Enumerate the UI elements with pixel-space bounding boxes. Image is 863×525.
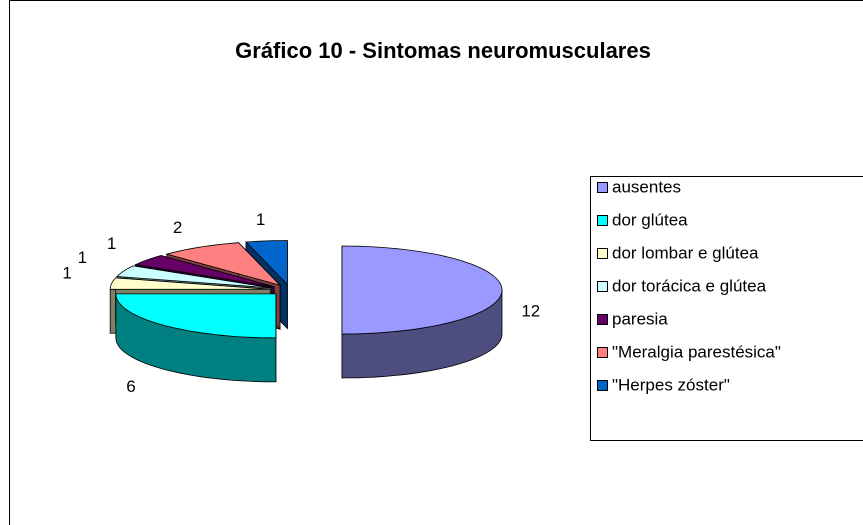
legend-swatch (597, 182, 608, 193)
data-label: 6 (126, 377, 135, 396)
slice (165, 242, 282, 287)
slice (245, 240, 288, 286)
slice (115, 293, 277, 339)
data-label: 12 (521, 301, 540, 320)
data-label: 1 (256, 210, 265, 229)
legend-label: paresia (612, 309, 668, 328)
legend-label: "Meralgia parestésica" (612, 342, 781, 361)
legend-swatch (597, 314, 608, 325)
legend-swatch (597, 347, 608, 358)
slice (109, 277, 271, 290)
slice (341, 245, 503, 335)
chart-title: Gráfico 10 - Sintomas neuromusculares (235, 38, 651, 63)
legend: ausentes dor glútea dor lombar e glútea dor… (597, 177, 781, 394)
data-label: 1 (62, 263, 71, 282)
legend-box (590, 176, 863, 441)
slice (134, 255, 275, 288)
legend-swatch (597, 248, 608, 259)
legend-swatch (597, 380, 608, 391)
legend-label: ausentes (612, 177, 681, 196)
legend-label: "Herpes zóster" (612, 375, 730, 394)
legend-label: dor lombar e glútea (612, 243, 759, 262)
data-label: 1 (78, 248, 87, 267)
data-label: 2 (173, 218, 182, 237)
data-label: 1 (107, 234, 116, 253)
legend-label: dor torácica e glútea (612, 276, 767, 295)
legend-swatch (597, 215, 608, 226)
slice (116, 265, 272, 289)
legend-label: dor glútea (612, 210, 688, 229)
legend-swatch (597, 281, 608, 292)
